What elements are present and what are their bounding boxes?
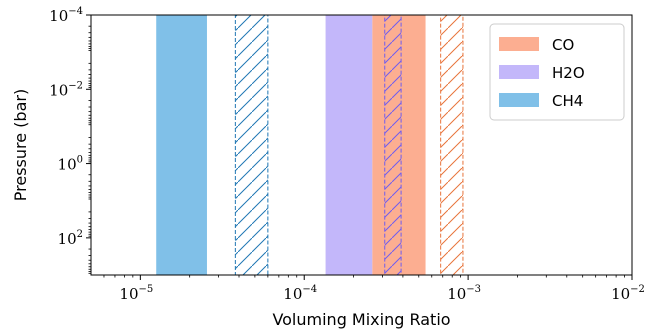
x-axis-label: Voluming Mixing Ratio: [272, 310, 450, 329]
y-tick-label: 10−4: [49, 6, 83, 25]
y-tick-label: 102: [58, 229, 83, 248]
y-tick-label: 100: [58, 155, 83, 174]
legend-label-h2o: H2O: [552, 64, 585, 82]
legend-swatch-h2o: [499, 65, 539, 79]
ticks-layer: 10−5 10−4 10−3 10−2 10−4 10−2 100 102: [49, 6, 645, 303]
legend-label-co: CO: [552, 36, 574, 54]
bands-layer: [156, 14, 464, 276]
band-filled-h2o: [325, 15, 373, 275]
x-tick-label: 10−2: [611, 284, 645, 303]
plot-frame: [90, 14, 633, 276]
band-hatched-co: [440, 14, 464, 276]
legend-swatch-co: [499, 37, 539, 51]
band-hatched-ch4: [234, 14, 269, 276]
legend: CO H2O CH4: [489, 23, 625, 121]
y-tick-label: 10−2: [49, 80, 83, 99]
x-tick-label: 10−5: [119, 284, 153, 303]
legend-label-ch4: CH4: [552, 92, 583, 110]
x-tick-label: 10−3: [447, 284, 481, 303]
y-axis-label: Pressure (bar): [11, 89, 30, 201]
band-filled-ch4: [156, 15, 207, 275]
band-hatched-h2o: [384, 14, 402, 276]
x-tick-label: 10−4: [283, 284, 317, 303]
legend-swatch-ch4: [499, 93, 539, 107]
